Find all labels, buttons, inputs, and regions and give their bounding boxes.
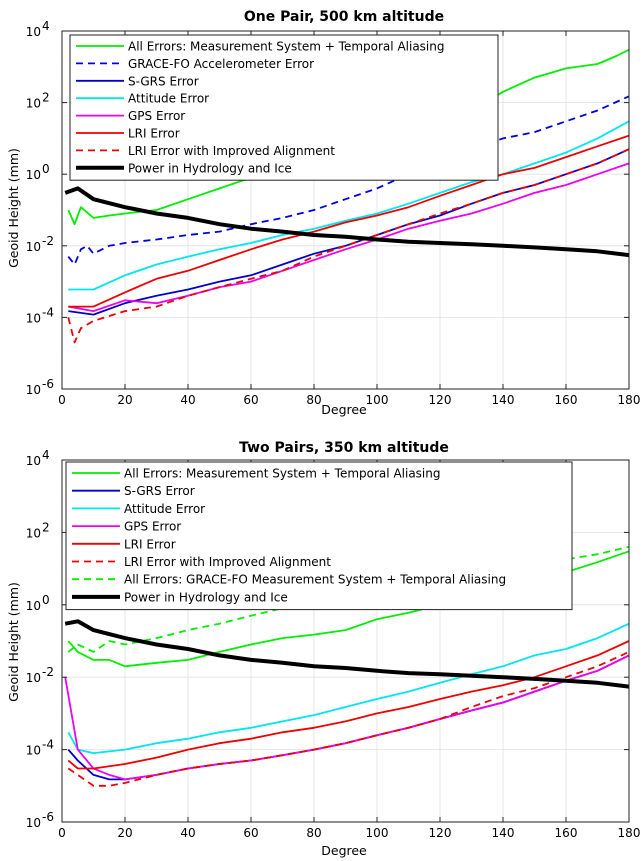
series-line-4 [68, 162, 630, 312]
legend-entry: Power in Hydrology and Ice [124, 590, 288, 604]
y-tick-label: 10 [26, 599, 41, 613]
x-tick-label: 160 [555, 826, 578, 840]
x-tick-label: 140 [492, 393, 515, 407]
legend-entry: Attitude Error [128, 92, 209, 106]
x-tick-label: 40 [180, 826, 195, 840]
legend-entry: Attitude Error [124, 502, 205, 516]
x-tick-label: 60 [243, 393, 258, 407]
legend-entry: GPS Error [128, 109, 185, 123]
legend-entry: LRI Error [128, 127, 180, 141]
x-axis-ticks: 0 20 40 60 80 100 120 140 160 180 [58, 460, 640, 840]
chart-panel-one-pair: One Pair, 500 km altitude Degree Geoid H… [6, 9, 640, 417]
x-tick-label: 40 [180, 393, 195, 407]
y-tick-label: 10 [26, 526, 41, 540]
y-tick-exponent: 0 [42, 162, 50, 176]
series-group [64, 48, 630, 344]
legend-box [69, 34, 499, 181]
y-tick-exponent: 2 [42, 91, 50, 105]
series-line-5 [67, 651, 630, 787]
y-tick-exponent: -4 [42, 305, 54, 319]
x-tick-label: 60 [243, 826, 258, 840]
y-tick-exponent: -2 [42, 234, 54, 248]
y-tick-exponent: 0 [42, 593, 50, 607]
x-tick-label: 100 [366, 393, 389, 407]
x-tick-label: 120 [429, 826, 452, 840]
x-tick-label: 80 [306, 826, 321, 840]
y-axis-label: Geoid Height (mm) [6, 582, 21, 702]
x-tick-label: 20 [117, 393, 132, 407]
legend-entry: LRI Error [124, 537, 176, 551]
legend: All Errors: Measurement System + Tempora… [65, 461, 573, 611]
y-tick-exponent: 4 [42, 448, 50, 462]
series-line-3 [68, 120, 630, 291]
y-tick-label: 10 [26, 744, 41, 758]
legend-entry: LRI Error with Improved Alignment [124, 555, 331, 569]
x-axis-label: Degree [321, 843, 367, 858]
y-tick-exponent: -2 [42, 665, 54, 679]
legend: All Errors: Measurement System + Tempora… [69, 34, 499, 181]
legend-entry: Power in Hydrology and Ice [128, 161, 292, 175]
y-tick-label: 10 [26, 383, 41, 397]
x-tick-label: 0 [58, 826, 66, 840]
series-line-1 [67, 95, 630, 266]
series-line-3 [64, 654, 630, 781]
legend-entry: All Errors: GRACE-FO Measurement System … [124, 573, 506, 587]
legend-entry: All Errors: Measurement System + Tempora… [128, 40, 444, 54]
legend-entry: GRACE-FO Accelerometer Error [128, 57, 314, 71]
chart-title: One Pair, 500 km altitude [244, 9, 444, 25]
x-tick-label: 160 [555, 393, 578, 407]
y-tick-label: 10 [26, 671, 41, 685]
y-tick-exponent: 4 [42, 19, 50, 33]
plot-frame [61, 30, 630, 390]
legend-entry: All Errors: Measurement System + Tempora… [124, 467, 440, 481]
x-tick-label: 100 [366, 826, 389, 840]
series-line-2 [67, 622, 630, 754]
y-tick-exponent: -4 [42, 738, 54, 752]
chart-title: Two Pairs, 350 km altitude [239, 440, 449, 456]
legend-entry: LRI Error with Improved Alignment [128, 144, 335, 158]
x-tick-label: 140 [492, 826, 515, 840]
y-tick-label: 10 [26, 454, 41, 468]
y-tick-label: 10 [26, 816, 41, 830]
x-tick-label: 0 [58, 393, 66, 407]
series-line-5 [68, 134, 630, 308]
x-tick-label: 20 [117, 826, 132, 840]
y-tick-exponent: -6 [42, 810, 54, 824]
x-tick-label: 80 [306, 393, 321, 407]
y-tick-exponent: -6 [42, 377, 54, 391]
x-tick-label: 180 [618, 826, 641, 840]
y-tick-label: 10 [26, 25, 41, 39]
x-tick-label: 120 [429, 393, 452, 407]
y-axis-label: Geoid Height (mm) [6, 148, 21, 268]
y-tick-exponent: 2 [42, 520, 50, 534]
y-tick-label: 10 [26, 240, 41, 254]
legend-entry: S-GRS Error [128, 74, 199, 88]
x-tick-label: 180 [618, 393, 641, 407]
series-line-7 [64, 186, 630, 258]
x-axis-label: Degree [321, 402, 367, 417]
series-line-6 [67, 148, 630, 344]
series-line-7 [64, 619, 630, 689]
chart-panel-two-pairs: Two Pairs, 350 km altitude Degree Geoid … [6, 440, 640, 858]
y-tick-label: 10 [26, 168, 41, 182]
legend-entry: S-GRS Error [124, 484, 195, 498]
legend-entry: GPS Error [124, 520, 181, 534]
y-tick-label: 10 [26, 97, 41, 111]
y-tick-label: 10 [26, 311, 41, 325]
plot-frame [61, 459, 630, 823]
x-axis-ticks: 0 20 40 60 80 100 120 140 160 180 [58, 31, 640, 407]
legend-box [65, 461, 573, 611]
